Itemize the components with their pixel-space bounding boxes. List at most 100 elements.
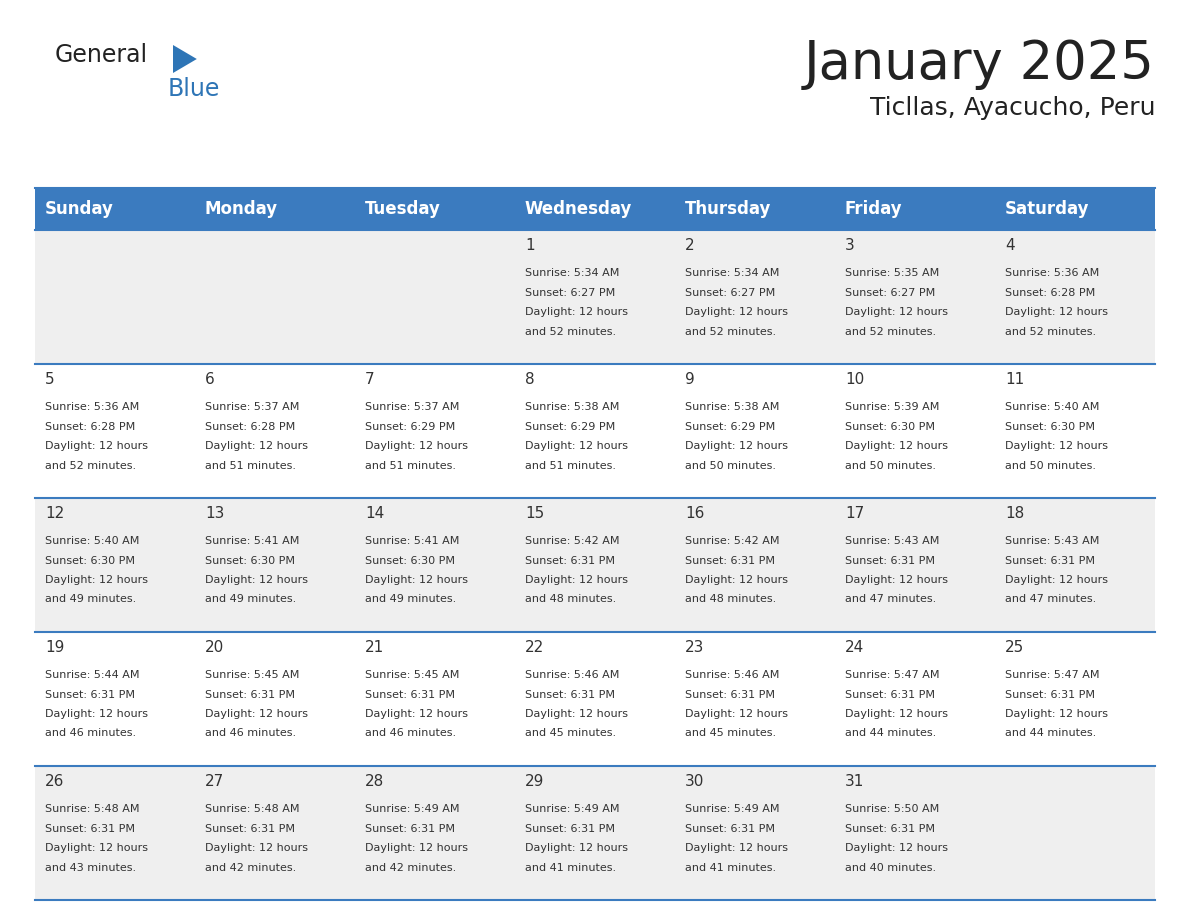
Text: Daylight: 12 hours: Daylight: 12 hours (365, 441, 468, 451)
Text: Sunrise: 5:38 AM: Sunrise: 5:38 AM (525, 402, 619, 412)
Text: Sunset: 6:31 PM: Sunset: 6:31 PM (685, 555, 775, 565)
Text: and 42 minutes.: and 42 minutes. (365, 863, 456, 872)
Text: and 41 minutes.: and 41 minutes. (685, 863, 776, 872)
Text: and 52 minutes.: and 52 minutes. (525, 327, 617, 337)
Text: Sunset: 6:30 PM: Sunset: 6:30 PM (206, 555, 295, 565)
Text: 28: 28 (365, 774, 384, 789)
Text: January 2025: January 2025 (804, 38, 1155, 90)
Bar (835, 188, 996, 230)
Text: 7: 7 (365, 372, 374, 387)
Bar (355, 364, 516, 498)
Bar (675, 188, 835, 230)
Text: Sunset: 6:31 PM: Sunset: 6:31 PM (206, 823, 295, 834)
Text: 20: 20 (206, 640, 225, 655)
Text: 2: 2 (685, 238, 695, 253)
Text: and 41 minutes.: and 41 minutes. (525, 863, 617, 872)
Bar (675, 632, 835, 766)
Text: Daylight: 12 hours: Daylight: 12 hours (365, 709, 468, 719)
Text: 26: 26 (45, 774, 64, 789)
Bar (34, 188, 195, 230)
Text: Sunset: 6:30 PM: Sunset: 6:30 PM (845, 421, 935, 431)
Bar (675, 364, 835, 498)
Text: Sunset: 6:28 PM: Sunset: 6:28 PM (45, 421, 135, 431)
Text: Sunset: 6:29 PM: Sunset: 6:29 PM (365, 421, 455, 431)
Text: Sunday: Sunday (45, 200, 114, 218)
Text: Sunset: 6:31 PM: Sunset: 6:31 PM (1005, 689, 1095, 700)
Bar (675, 230, 835, 364)
Bar (34, 766, 195, 900)
Text: Wednesday: Wednesday (525, 200, 632, 218)
Text: 30: 30 (685, 774, 704, 789)
Bar (355, 632, 516, 766)
Text: Daylight: 12 hours: Daylight: 12 hours (1005, 709, 1108, 719)
Text: Daylight: 12 hours: Daylight: 12 hours (845, 575, 948, 585)
Text: Sunset: 6:28 PM: Sunset: 6:28 PM (206, 421, 296, 431)
Text: 24: 24 (845, 640, 864, 655)
Bar (34, 498, 195, 632)
Text: Daylight: 12 hours: Daylight: 12 hours (525, 575, 628, 585)
Text: Sunrise: 5:47 AM: Sunrise: 5:47 AM (1005, 670, 1100, 680)
Text: and 43 minutes.: and 43 minutes. (45, 863, 137, 872)
Text: and 51 minutes.: and 51 minutes. (365, 461, 456, 471)
Text: Sunset: 6:30 PM: Sunset: 6:30 PM (1005, 421, 1095, 431)
Text: 25: 25 (1005, 640, 1024, 655)
Text: Daylight: 12 hours: Daylight: 12 hours (206, 843, 308, 853)
Text: Sunrise: 5:48 AM: Sunrise: 5:48 AM (45, 804, 139, 814)
Bar (516, 498, 675, 632)
Text: Sunset: 6:31 PM: Sunset: 6:31 PM (365, 823, 455, 834)
Text: Sunrise: 5:37 AM: Sunrise: 5:37 AM (365, 402, 460, 412)
Text: General: General (55, 43, 148, 67)
Text: and 40 minutes.: and 40 minutes. (845, 863, 936, 872)
Text: and 49 minutes.: and 49 minutes. (206, 595, 296, 604)
Text: 19: 19 (45, 640, 64, 655)
Text: Friday: Friday (845, 200, 903, 218)
Text: and 46 minutes.: and 46 minutes. (206, 729, 296, 738)
Text: Sunrise: 5:44 AM: Sunrise: 5:44 AM (45, 670, 139, 680)
Text: and 47 minutes.: and 47 minutes. (845, 595, 936, 604)
Text: Sunset: 6:28 PM: Sunset: 6:28 PM (1005, 287, 1095, 297)
Bar (675, 498, 835, 632)
Text: 15: 15 (525, 506, 544, 521)
Text: Sunset: 6:31 PM: Sunset: 6:31 PM (525, 823, 615, 834)
Text: 22: 22 (525, 640, 544, 655)
Text: Sunrise: 5:49 AM: Sunrise: 5:49 AM (525, 804, 619, 814)
Text: Sunrise: 5:34 AM: Sunrise: 5:34 AM (685, 268, 779, 278)
Text: Sunset: 6:29 PM: Sunset: 6:29 PM (525, 421, 615, 431)
Text: Sunset: 6:31 PM: Sunset: 6:31 PM (525, 689, 615, 700)
Bar (835, 230, 996, 364)
Bar (996, 766, 1155, 900)
Text: Monday: Monday (206, 200, 278, 218)
Text: Daylight: 12 hours: Daylight: 12 hours (1005, 307, 1108, 317)
Text: Sunset: 6:31 PM: Sunset: 6:31 PM (1005, 555, 1095, 565)
Text: Sunrise: 5:42 AM: Sunrise: 5:42 AM (685, 536, 779, 546)
Text: 10: 10 (845, 372, 864, 387)
Text: Sunrise: 5:43 AM: Sunrise: 5:43 AM (1005, 536, 1099, 546)
Polygon shape (173, 45, 197, 73)
Text: Daylight: 12 hours: Daylight: 12 hours (685, 575, 788, 585)
Text: Daylight: 12 hours: Daylight: 12 hours (365, 843, 468, 853)
Bar (516, 632, 675, 766)
Text: Daylight: 12 hours: Daylight: 12 hours (685, 441, 788, 451)
Text: Daylight: 12 hours: Daylight: 12 hours (685, 843, 788, 853)
Text: Sunrise: 5:49 AM: Sunrise: 5:49 AM (685, 804, 779, 814)
Text: 11: 11 (1005, 372, 1024, 387)
Text: Daylight: 12 hours: Daylight: 12 hours (525, 843, 628, 853)
Text: Daylight: 12 hours: Daylight: 12 hours (1005, 441, 1108, 451)
Text: Sunset: 6:31 PM: Sunset: 6:31 PM (685, 689, 775, 700)
Text: Daylight: 12 hours: Daylight: 12 hours (365, 575, 468, 585)
Bar (355, 188, 516, 230)
Text: Sunrise: 5:40 AM: Sunrise: 5:40 AM (1005, 402, 1099, 412)
Bar (195, 230, 355, 364)
Text: Sunrise: 5:41 AM: Sunrise: 5:41 AM (206, 536, 299, 546)
Text: 13: 13 (206, 506, 225, 521)
Text: and 45 minutes.: and 45 minutes. (525, 729, 617, 738)
Text: and 50 minutes.: and 50 minutes. (845, 461, 936, 471)
Text: Sunset: 6:31 PM: Sunset: 6:31 PM (45, 689, 135, 700)
Text: Blue: Blue (168, 77, 221, 101)
Text: and 42 minutes.: and 42 minutes. (206, 863, 296, 872)
Text: Daylight: 12 hours: Daylight: 12 hours (1005, 575, 1108, 585)
Text: and 52 minutes.: and 52 minutes. (845, 327, 936, 337)
Text: Sunrise: 5:35 AM: Sunrise: 5:35 AM (845, 268, 940, 278)
Text: 31: 31 (845, 774, 865, 789)
Text: Sunset: 6:31 PM: Sunset: 6:31 PM (845, 555, 935, 565)
